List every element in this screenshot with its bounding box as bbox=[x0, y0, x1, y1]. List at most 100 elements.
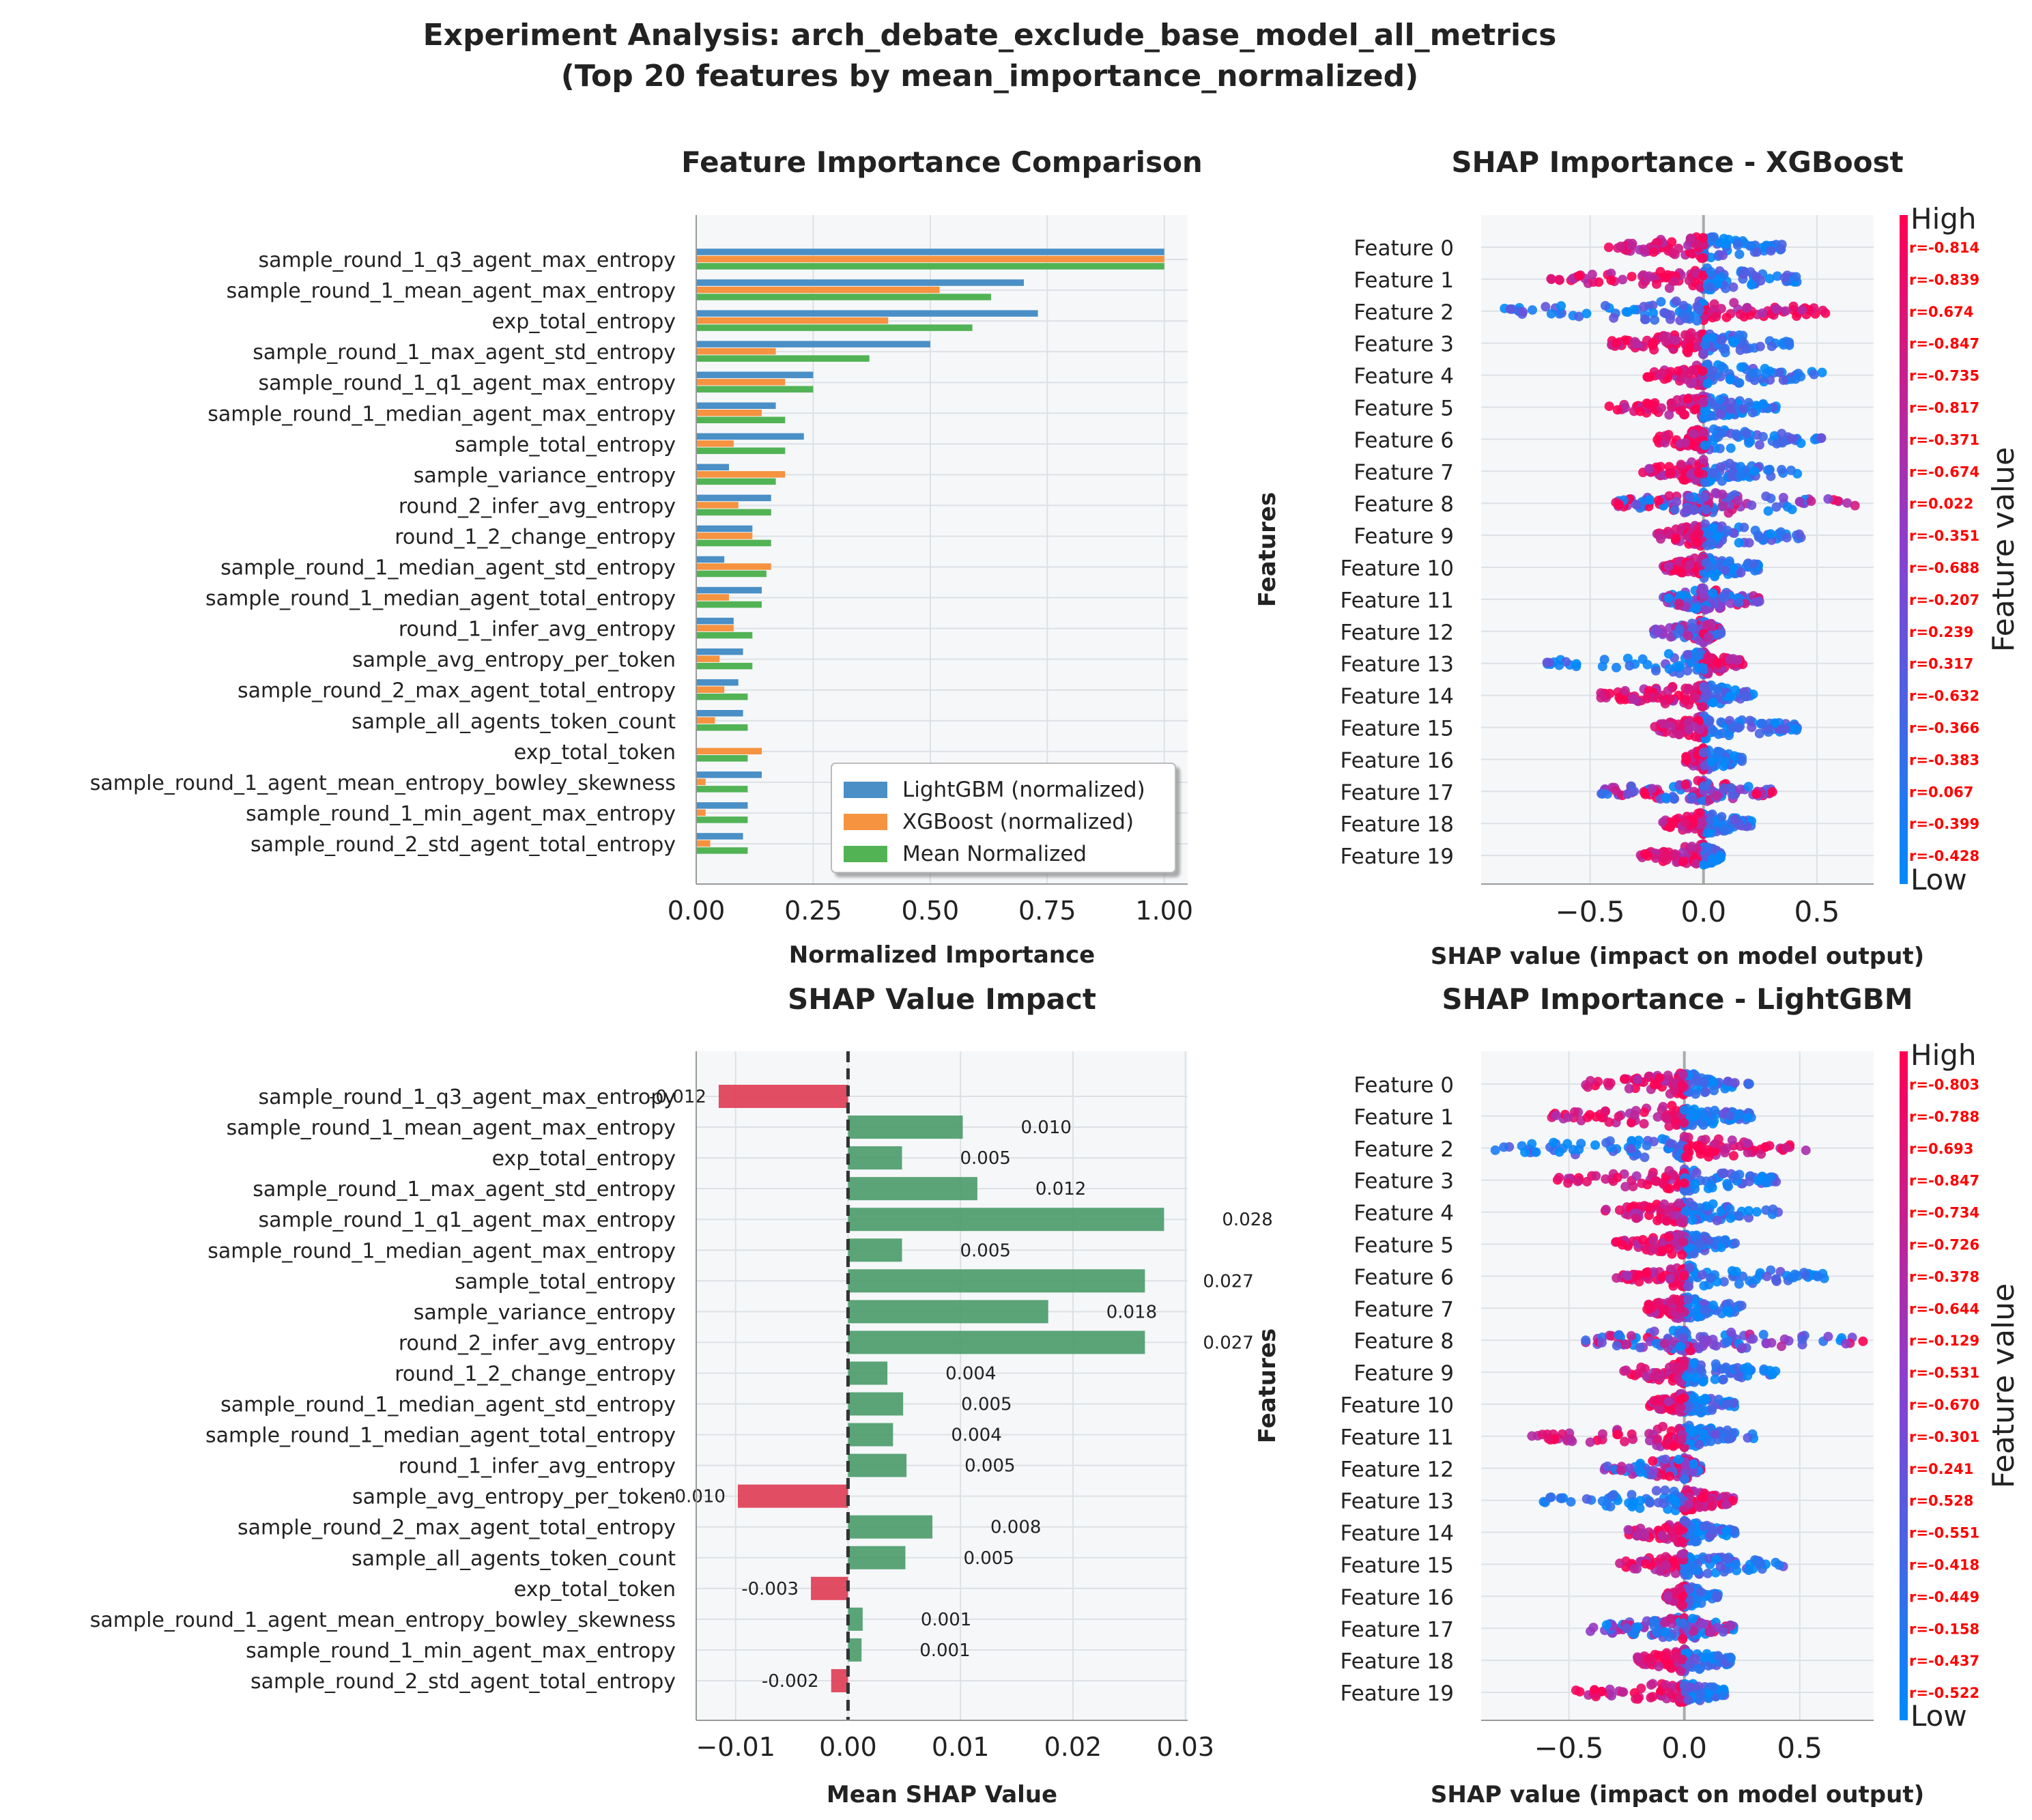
shap-xgboost-point bbox=[1638, 244, 1648, 255]
shap-xgboost-point bbox=[1689, 429, 1699, 439]
shap-lightgbm-point bbox=[1605, 1078, 1616, 1088]
shap-lightgbm-point bbox=[1649, 1326, 1659, 1337]
shap-lightgbm-correlation-label: r=0.241 bbox=[1909, 1461, 1973, 1477]
shap-xgboost-point bbox=[1618, 274, 1628, 285]
shap-lightgbm-point bbox=[1635, 1467, 1646, 1477]
shap-xgboost-point bbox=[1758, 431, 1769, 442]
shap-xgboost-point bbox=[1728, 282, 1738, 292]
shap-impact-feature-label: sample_round_1_median_agent_std_entropy bbox=[220, 1393, 676, 1417]
shap-xgboost-point bbox=[1741, 344, 1751, 354]
shap-xgboost-point bbox=[1672, 628, 1683, 638]
shap-lightgbm-point bbox=[1765, 1172, 1775, 1182]
importance-bar bbox=[696, 556, 725, 563]
importance-bar bbox=[696, 601, 762, 608]
shap-xgboost-point bbox=[1606, 275, 1616, 285]
importance-bar bbox=[696, 847, 748, 854]
shap-lightgbm-point bbox=[1650, 1176, 1661, 1186]
importance-bar bbox=[696, 341, 930, 347]
shap-xgboost-point bbox=[1698, 349, 1708, 359]
shap-xgboost-correlation-label: r=0.674 bbox=[1909, 304, 1973, 320]
shap-lightgbm-point bbox=[1697, 1270, 1707, 1280]
shap-lightgbm-point bbox=[1678, 1549, 1688, 1559]
shap-impact-feature-label: sample_round_1_median_agent_max_entropy bbox=[208, 1239, 676, 1263]
shap-lightgbm-point bbox=[1721, 1526, 1732, 1536]
shap-xgboost-correlation-label: r=-0.351 bbox=[1909, 528, 1979, 544]
shap-xgboost-point bbox=[1702, 504, 1712, 515]
shap-xgboost-point bbox=[1642, 694, 1652, 704]
shap-lightgbm-point bbox=[1742, 1112, 1752, 1122]
shap-lightgbm-feature-label: Feature 8 bbox=[1354, 1329, 1454, 1354]
shap-xgboost-point bbox=[1609, 313, 1619, 323]
shap-xgboost-point bbox=[1673, 366, 1683, 376]
importance-bar bbox=[696, 724, 748, 731]
shap-xgboost-correlation-label: r=-0.674 bbox=[1909, 464, 1979, 480]
shap-lightgbm-point bbox=[1633, 1075, 1643, 1085]
importance-bar bbox=[696, 693, 748, 700]
shap-impact-feature-label: sample_round_1_median_agent_total_entrop… bbox=[205, 1424, 676, 1448]
shap-xgboost-point bbox=[1685, 559, 1695, 569]
shap-xgboost-point bbox=[1758, 399, 1769, 409]
importance-feature-label: exp_total_entropy bbox=[492, 310, 676, 334]
shap-xgboost-point bbox=[1686, 469, 1696, 479]
shap-impact-data-label: 0.001 bbox=[921, 1610, 971, 1630]
legend-swatch bbox=[844, 814, 887, 830]
shap-xgboost-point bbox=[1596, 693, 1606, 703]
shap-lightgbm-point bbox=[1582, 1112, 1592, 1122]
shap-xgboost-point bbox=[1689, 504, 1700, 515]
shap-xgboost-point bbox=[1698, 455, 1708, 465]
shap-lightgbm-point bbox=[1597, 1496, 1607, 1506]
shap-xgboost-point bbox=[1706, 756, 1717, 767]
shap-lightgbm-point bbox=[1648, 1466, 1659, 1476]
shap-lightgbm-point bbox=[1683, 1143, 1693, 1154]
shap-xgboost-point bbox=[1763, 506, 1773, 516]
importance-bar bbox=[696, 563, 771, 570]
shap-xgboost-correlation-label: r=-0.632 bbox=[1909, 688, 1979, 705]
shap-lightgbm-point bbox=[1642, 1141, 1652, 1151]
shap-xgboost-point bbox=[1706, 267, 1716, 277]
shap-xgboost-point bbox=[1725, 375, 1735, 385]
shap-lightgbm-point bbox=[1631, 1171, 1642, 1181]
shap-xgboost-point bbox=[1751, 368, 1762, 378]
shap-xgboost-point bbox=[1718, 343, 1728, 354]
shap-xgboost-point bbox=[1769, 431, 1779, 441]
shap-lightgbm-point bbox=[1698, 1493, 1708, 1503]
shap-lightgbm-point bbox=[1743, 1433, 1753, 1443]
shap-xgboost-point bbox=[1749, 559, 1760, 569]
shap-xgboost-point bbox=[1708, 366, 1718, 376]
shap-lightgbm-point bbox=[1632, 1530, 1642, 1540]
shap-lightgbm-point bbox=[1712, 1215, 1722, 1225]
shap-lightgbm-point bbox=[1642, 1267, 1652, 1277]
shap-lightgbm-point bbox=[1674, 1525, 1684, 1535]
shap-lightgbm-point bbox=[1520, 1147, 1530, 1157]
shap-lightgbm-point bbox=[1726, 1327, 1736, 1337]
shap-xgboost-point bbox=[1676, 567, 1687, 578]
shap-xgboost-point bbox=[1622, 307, 1633, 317]
shap-impact-data-label: 0.005 bbox=[963, 1548, 1014, 1569]
shap-xgboost-point bbox=[1678, 857, 1688, 867]
shap-xgboost-point bbox=[1747, 280, 1757, 290]
shap-xgboost-point bbox=[1630, 337, 1640, 347]
shap-xgboost-point bbox=[1650, 666, 1661, 676]
shap-lightgbm-point bbox=[1812, 1272, 1822, 1282]
shap-lightgbm-point bbox=[1743, 1371, 1753, 1381]
shap-impact-data-label: 0.005 bbox=[960, 1240, 1011, 1261]
shap-lightgbm-point bbox=[1676, 1217, 1686, 1227]
importance-feature-label: sample_round_1_max_agent_std_entropy bbox=[253, 341, 676, 365]
shap-lightgbm-point bbox=[1751, 1207, 1762, 1217]
shap-xgboost-point bbox=[1797, 304, 1807, 315]
shap-xgboost-point bbox=[1647, 784, 1657, 794]
shap-lightgbm-point bbox=[1642, 1371, 1652, 1382]
shap-xgboost-feature-label: Feature 5 bbox=[1354, 397, 1454, 421]
shap-xgboost-point bbox=[1635, 406, 1645, 416]
shap-xgboost-point bbox=[1717, 812, 1727, 822]
shap-lightgbm-point bbox=[1562, 1112, 1573, 1122]
shap-lightgbm-point bbox=[1652, 1434, 1663, 1444]
shap-xgboost-point bbox=[1721, 283, 1731, 294]
shap-xgboost-feature-label: Feature 7 bbox=[1354, 460, 1454, 485]
shap-xgboost-point bbox=[1717, 361, 1727, 371]
shap-lightgbm-point bbox=[1801, 1270, 1811, 1280]
shap-lightgbm-point bbox=[1725, 1204, 1735, 1214]
importance-bar bbox=[696, 586, 762, 594]
shap-xgboost-colorbar bbox=[1900, 215, 1908, 884]
shap-lightgbm-point bbox=[1768, 1204, 1778, 1214]
